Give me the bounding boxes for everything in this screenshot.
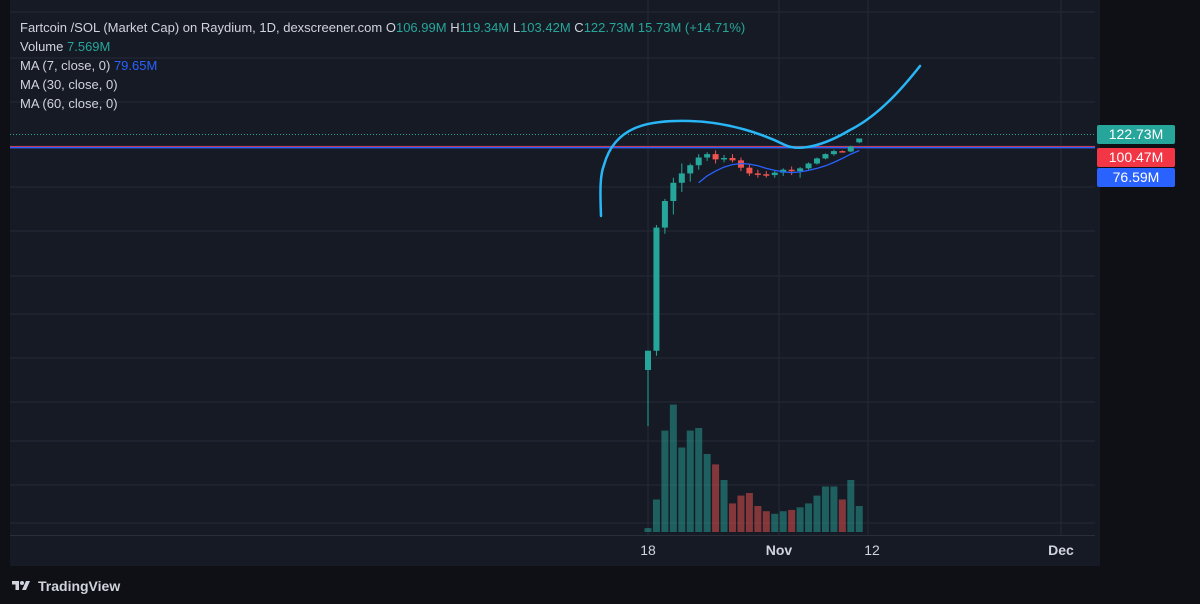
candle-body bbox=[670, 182, 677, 201]
ma7-line bbox=[698, 149, 860, 184]
legend-pair: Fartcoin /SOL (Market Cap) on Raydium, 1… bbox=[20, 20, 383, 35]
candle-body bbox=[788, 169, 795, 172]
legend-l-label: L bbox=[512, 20, 521, 35]
footer-brand: TradingView bbox=[38, 578, 121, 594]
legend-volume-row: Volume 7.569M bbox=[20, 37, 745, 56]
legend-h-value: 119.34M bbox=[459, 20, 510, 35]
candle-body bbox=[797, 168, 804, 172]
volume-bar bbox=[652, 499, 660, 532]
chart-panel[interactable]: 11.00B2.00B400.00M20.00M4.00M800.00K200.… bbox=[10, 0, 1100, 566]
candle-body bbox=[712, 154, 719, 160]
tradingview-logo-icon bbox=[12, 581, 30, 590]
volume-bar bbox=[855, 506, 863, 532]
time-axis-label: Dec bbox=[1048, 542, 1074, 558]
legend-ma60-label: MA (60, close, 0) bbox=[20, 96, 118, 111]
volume-bar bbox=[644, 528, 652, 532]
candle-body bbox=[771, 172, 778, 176]
candle-body bbox=[653, 227, 660, 351]
legend-title-row: Fartcoin /SOL (Market Cap) on Raydium, 1… bbox=[20, 18, 745, 37]
candle-body bbox=[678, 173, 685, 183]
candle-body bbox=[704, 154, 711, 158]
legend-ma30-label: MA (30, close, 0) bbox=[20, 77, 118, 92]
volume-bar bbox=[813, 495, 821, 532]
time-axis-label: Nov bbox=[766, 542, 793, 558]
volume-bar bbox=[754, 506, 762, 532]
volume-bar bbox=[712, 464, 720, 532]
volume-bar bbox=[678, 447, 686, 532]
legend-change: 15.73M (+14.71%) bbox=[637, 20, 746, 35]
time-axis-label: 18 bbox=[640, 542, 656, 558]
legend-c-value: 122.73M bbox=[583, 20, 635, 35]
volume-bar bbox=[729, 503, 736, 532]
volume-bar bbox=[745, 493, 753, 532]
volume-bar bbox=[796, 507, 804, 532]
volume-bar bbox=[838, 499, 846, 532]
legend-volume-label: Volume bbox=[20, 39, 64, 54]
price-tag-red-line: 100.47M bbox=[1097, 148, 1175, 167]
volume-bar bbox=[703, 454, 711, 532]
candle-body bbox=[687, 165, 694, 174]
volume-bar bbox=[720, 480, 728, 532]
volume-bar bbox=[847, 480, 855, 532]
candle-body bbox=[721, 157, 728, 160]
volume-bar bbox=[762, 511, 770, 532]
legend-o-label: O bbox=[385, 20, 396, 35]
legend-c-label: C bbox=[574, 20, 584, 35]
legend-ma7-value: 79.65M bbox=[113, 58, 158, 73]
volume-bar bbox=[821, 486, 829, 532]
volume-bar bbox=[771, 513, 779, 532]
candle-body bbox=[763, 174, 770, 176]
legend-h-label: H bbox=[450, 20, 460, 35]
legend-ma30-row: MA (30, close, 0) bbox=[20, 75, 745, 94]
candle-body bbox=[847, 146, 854, 152]
footer[interactable]: TradingView bbox=[10, 576, 120, 596]
candle-body bbox=[822, 154, 829, 159]
time-axis-label: 12 bbox=[864, 542, 880, 558]
candle-body bbox=[729, 157, 736, 161]
candle-body bbox=[839, 151, 846, 153]
legend-l-value: 103.42M bbox=[520, 20, 571, 35]
volume-bar bbox=[805, 503, 813, 532]
candle-body bbox=[805, 163, 812, 169]
candle-body bbox=[754, 173, 761, 175]
chart-canvas[interactable]: 11.00B2.00B400.00M20.00M4.00M800.00K200.… bbox=[10, 0, 1100, 566]
volume-bar bbox=[830, 486, 838, 532]
candle-body bbox=[830, 151, 837, 155]
volume-bar bbox=[737, 495, 745, 532]
legend-ma60-row: MA (60, close, 0) bbox=[20, 94, 745, 113]
volume-bar bbox=[788, 509, 796, 532]
candle-body bbox=[645, 350, 651, 371]
volume-bar bbox=[669, 404, 677, 532]
legend-volume-value: 7.569M bbox=[67, 39, 111, 54]
candle-body bbox=[814, 158, 820, 164]
candle-body bbox=[661, 200, 668, 228]
candle-body bbox=[695, 157, 702, 166]
candle-body bbox=[746, 167, 753, 174]
volume-bar bbox=[686, 430, 694, 532]
volume-bar bbox=[779, 511, 787, 532]
price-tag-last: 122.73M bbox=[1097, 125, 1175, 144]
candle-body bbox=[780, 169, 787, 173]
legend-o-value: 106.99M bbox=[395, 20, 447, 35]
hand-drawn-curve bbox=[599, 64, 922, 218]
volume-bar bbox=[661, 430, 669, 532]
legend-ma7-label: MA (7, close, 0) bbox=[20, 58, 111, 73]
candle-body bbox=[856, 138, 863, 143]
volume-bar bbox=[695, 428, 703, 532]
legend-ma7-row: MA (7, close, 0) 79.65M bbox=[20, 56, 745, 75]
price-tag-blue-line: 76.59M bbox=[1097, 168, 1175, 187]
chart-legend: Fartcoin /SOL (Market Cap) on Raydium, 1… bbox=[20, 18, 745, 113]
